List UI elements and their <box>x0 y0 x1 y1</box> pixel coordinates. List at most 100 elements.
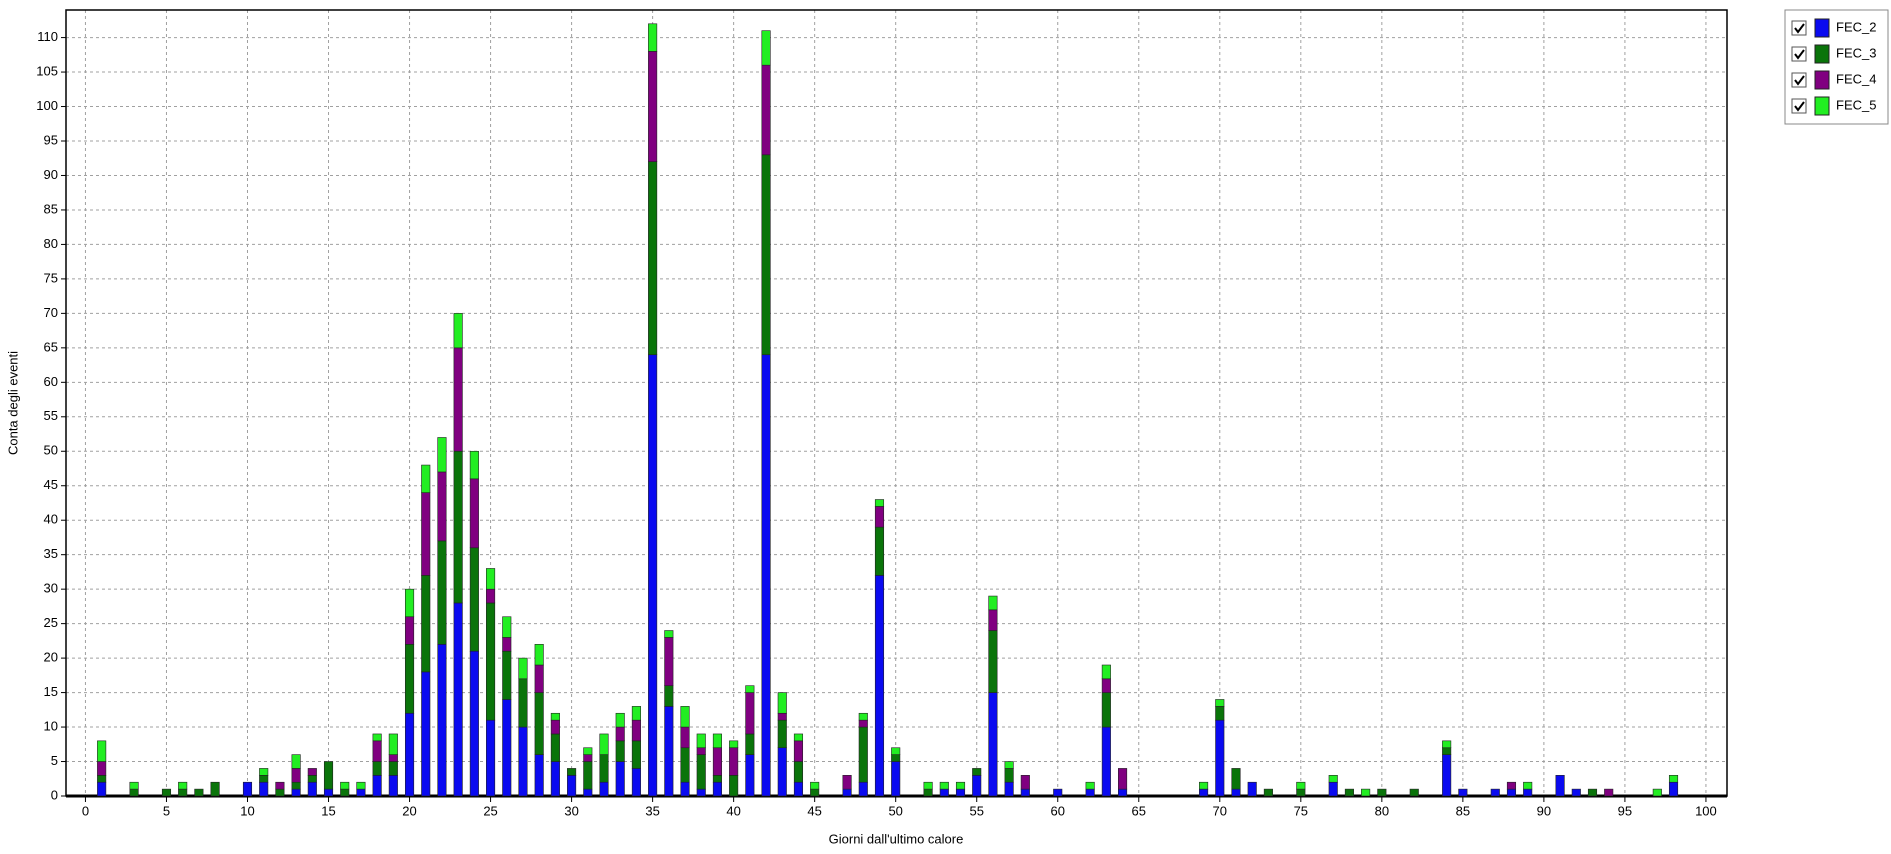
bar-segment <box>1377 788 1387 797</box>
bar-segment <box>631 768 641 797</box>
bar-segment <box>696 733 706 749</box>
bar-segment <box>1668 775 1679 783</box>
bar-segment <box>323 761 334 790</box>
bar-segment <box>1442 747 1452 755</box>
bar-segment <box>1199 781 1209 790</box>
bar-segment <box>437 437 447 473</box>
bar-segment <box>631 740 641 769</box>
bar-segment <box>1004 768 1014 783</box>
bar-segment <box>259 775 269 783</box>
x-tick-label: 10 <box>240 803 254 818</box>
bar-segment <box>1328 775 1338 783</box>
bar-segment <box>178 781 188 790</box>
bar-segment <box>1328 781 1338 797</box>
bar-segment <box>356 788 366 797</box>
bar-segment <box>275 781 285 790</box>
x-tick-label: 85 <box>1456 803 1470 818</box>
bar-segment <box>972 775 982 797</box>
bar-segment <box>923 781 933 790</box>
bar-segment <box>874 499 885 507</box>
legend-swatch <box>1814 96 1830 116</box>
bar-segment <box>712 781 722 797</box>
bar-segment <box>1668 781 1679 797</box>
bar-segment <box>550 719 560 735</box>
x-tick-label: 60 <box>1051 803 1065 818</box>
bar-segment <box>842 788 852 797</box>
bar-segment <box>502 637 512 652</box>
bar-segment <box>307 775 317 783</box>
bar-segment <box>664 637 674 686</box>
bar-segment <box>696 754 706 790</box>
y-tick-label: 110 <box>37 29 58 44</box>
bar-segment <box>1458 788 1468 797</box>
legend-swatch <box>1814 44 1830 64</box>
plot-frame <box>65 9 1728 797</box>
bar-segment <box>1101 664 1111 680</box>
legend-checkmark <box>1794 23 1805 34</box>
bar-segment <box>1004 761 1014 769</box>
bar-segment <box>874 526 885 576</box>
legend-checkbox[interactable] <box>1791 72 1807 88</box>
legend-checkbox[interactable] <box>1791 20 1807 36</box>
bar-segment <box>194 788 204 797</box>
bar-segment <box>939 781 949 790</box>
bar-segment <box>437 471 447 542</box>
bar-segment <box>858 719 868 728</box>
bar-segment <box>664 706 674 797</box>
legend-checkbox[interactable] <box>1791 46 1807 62</box>
bar-segment <box>615 712 625 728</box>
bar-segment <box>97 775 107 783</box>
legend-label: FEC_3 <box>1836 45 1876 60</box>
x-tick-label: 45 <box>807 803 821 818</box>
y-tick-label: 50 <box>44 443 58 458</box>
y-tick-label: 20 <box>44 650 58 665</box>
bar-segment <box>1263 788 1273 797</box>
bar-segment <box>291 788 301 797</box>
bar-segment <box>372 775 382 797</box>
x-tick-label: 0 <box>82 803 89 818</box>
bar-segment <box>323 788 334 797</box>
bar-segment <box>1652 788 1662 797</box>
bar-segment <box>777 692 787 714</box>
bar-segment <box>761 354 771 797</box>
bar-segment <box>1604 788 1614 797</box>
bar-segment <box>518 678 528 728</box>
bar-segment <box>404 616 415 645</box>
y-tick-label: 15 <box>44 684 58 699</box>
bar-segment <box>1215 699 1225 707</box>
y-tick-label: 80 <box>44 236 58 251</box>
legend-checkbox[interactable] <box>1791 98 1807 114</box>
x-tick-label: 100 <box>1695 803 1717 818</box>
bar-segment <box>534 644 544 666</box>
bar-segment <box>388 754 398 762</box>
bar-segment <box>404 644 415 714</box>
bar-segment <box>729 775 739 797</box>
bar-segment <box>291 768 301 783</box>
bar-segment <box>1296 781 1306 790</box>
bar-segment <box>615 740 625 762</box>
bar-segment <box>404 588 415 618</box>
bar-segment <box>518 657 528 680</box>
bar-segment <box>388 775 398 797</box>
y-tick-label: 35 <box>44 546 58 561</box>
legend-checkmark <box>1794 49 1805 60</box>
bar-segment <box>1506 788 1517 797</box>
bar-segment <box>129 781 139 790</box>
bar-segment <box>664 630 674 638</box>
legend-swatch <box>1814 70 1830 90</box>
x-tick-label: 90 <box>1537 803 1551 818</box>
y-tick-label: 95 <box>44 132 58 147</box>
y-axis-title: Conta degli eventi <box>5 351 20 455</box>
bar-segment <box>404 712 415 797</box>
bar-segment <box>988 630 998 693</box>
bar-segment <box>453 450 463 604</box>
bar-segment <box>761 154 771 356</box>
bar-segment <box>1020 788 1030 797</box>
bar-segment <box>242 781 253 797</box>
bar-segment <box>631 706 641 721</box>
bar-segment <box>680 747 690 783</box>
bar-segment <box>1361 788 1371 797</box>
bar-segment <box>469 478 479 549</box>
